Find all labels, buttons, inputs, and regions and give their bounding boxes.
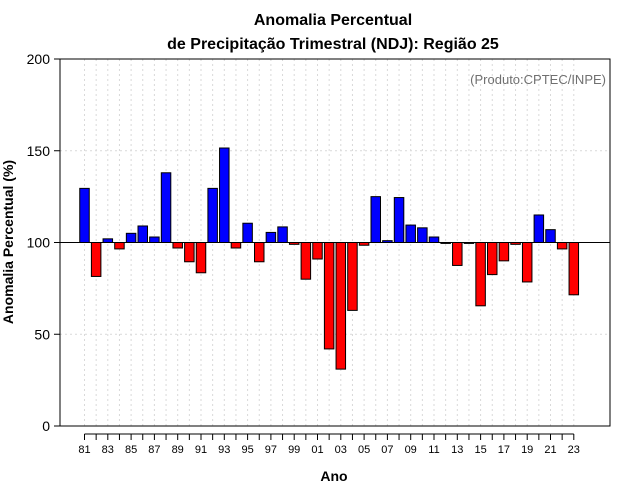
y-tick-label: 150 <box>27 143 51 159</box>
bar-20 <box>533 214 545 243</box>
x-axis: 81 83 85 87 89 91 93 95 97 99 01 03 05 07 09 11 13 15 17 19… <box>78 433 580 456</box>
bar-97 <box>265 231 277 244</box>
bar-85 <box>125 232 137 244</box>
bar-90 <box>184 242 195 263</box>
bar-94 <box>230 242 242 249</box>
x-axis-label: Ano <box>320 468 347 484</box>
x-tick-label: 89 <box>172 444 184 456</box>
x-tick-label: 03 <box>335 444 347 456</box>
x-tick-label: 83 <box>102 444 114 456</box>
bar-13 <box>452 242 463 266</box>
y-axis-label: Anomalia Percentual (%) <box>0 160 16 324</box>
bar-02 <box>323 242 335 350</box>
y-tick-label: 100 <box>27 235 51 251</box>
bar-22 <box>556 242 568 250</box>
bar-23 <box>568 242 580 296</box>
bar-15 <box>475 242 486 307</box>
credit-label: (Produto:CPTEC/INPE) <box>470 72 606 87</box>
bar-18 <box>510 242 521 245</box>
x-tick-label: 99 <box>288 444 300 456</box>
bar-84 <box>114 242 125 250</box>
bar-09 <box>405 224 416 244</box>
y-axis: 0 50 100 150 200 <box>27 51 60 434</box>
bar-87 <box>149 236 160 243</box>
x-tick-label: 15 <box>474 444 486 456</box>
x-tick-label: 91 <box>195 444 207 456</box>
bar-07 <box>382 240 393 244</box>
bar-95 <box>242 222 253 243</box>
bar-08 <box>393 197 405 243</box>
bar-06 <box>370 196 381 244</box>
bar-12 <box>440 242 451 244</box>
x-tick-label: 11 <box>428 444 439 456</box>
x-tick-label: 01 <box>311 444 323 456</box>
x-tick-label: 93 <box>218 444 230 456</box>
bar-99 <box>288 242 300 245</box>
y-tick-label: 0 <box>42 418 50 434</box>
y-tick-label: 200 <box>27 51 51 67</box>
x-tick-label: 13 <box>451 444 463 456</box>
x-tick-label: 05 <box>358 444 370 456</box>
bar-88 <box>160 172 172 244</box>
y-tick-label: 50 <box>34 326 50 342</box>
bar-19 <box>521 242 533 283</box>
chart-title-line2: de Precipitação Trimestral (NDJ): Região… <box>167 36 499 53</box>
bar-05 <box>358 242 370 246</box>
x-tick-label: 95 <box>241 444 253 456</box>
bar-00 <box>300 242 312 280</box>
x-tick-label: 19 <box>521 444 533 456</box>
bar-17 <box>498 242 510 262</box>
chart-title-line1: Anomalia Percentual <box>254 12 412 29</box>
x-tick-label: 09 <box>405 444 417 456</box>
bar-96 <box>254 242 265 263</box>
bar-21 <box>545 229 556 244</box>
bar-14 <box>463 242 475 244</box>
bars <box>79 147 580 370</box>
x-tick-label: 21 <box>544 444 556 456</box>
bar-91 <box>195 242 207 274</box>
bar-98 <box>277 226 288 243</box>
x-tick-label: 87 <box>148 444 160 456</box>
bar-10 <box>417 227 428 244</box>
bar-03 <box>335 242 347 370</box>
bar-93 <box>219 147 230 243</box>
bar-11 <box>428 236 440 243</box>
x-tick-label: 23 <box>568 444 580 456</box>
x-tick-label: 85 <box>125 444 137 456</box>
x-tick-label: 17 <box>498 444 510 456</box>
bar-81 <box>79 187 90 243</box>
bar-04 <box>347 242 358 311</box>
bar-86 <box>137 225 148 243</box>
grid-lines <box>60 58 610 427</box>
x-tick-label: 97 <box>265 444 277 456</box>
bar-89 <box>172 242 183 249</box>
bar-82 <box>90 242 102 277</box>
bar-83 <box>102 238 114 244</box>
x-tick-label: 81 <box>78 444 90 456</box>
bar-16 <box>487 242 498 276</box>
bar-92 <box>207 187 218 243</box>
x-tick-label: 07 <box>381 444 393 456</box>
bar-01 <box>312 242 323 260</box>
